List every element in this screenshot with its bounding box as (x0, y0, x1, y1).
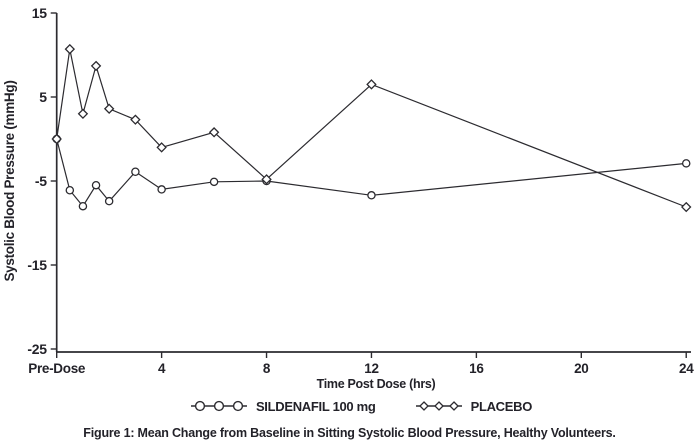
y-tick-label: -25 (27, 341, 47, 357)
x-tick-label: 8 (263, 361, 271, 376)
y-tick-label: 5 (39, 89, 47, 105)
data-point-circle (157, 185, 166, 194)
data-point-diamond (51, 133, 62, 145)
data-point-diamond (156, 142, 167, 153)
y-tick-label: -5 (35, 173, 47, 189)
legend-label-placebo: PLACEBO (470, 398, 533, 414)
placebo-diamond-marker-icon (415, 401, 462, 411)
data-point-circle (65, 185, 75, 195)
sildenafil-circle-marker-icon (190, 400, 247, 412)
bp-line-chart: 15 5 -5 -15 -25 Pre-Dose 4 8 12 16 20 24 Systolic B… (2, 5, 695, 391)
data-point-diamond (103, 103, 115, 114)
data-point-diamond (77, 108, 89, 120)
data-point-diamond (681, 201, 692, 213)
x-tick-label: Pre-Dose (28, 361, 86, 376)
y-tick-label: -15 (27, 257, 47, 273)
data-point-circle (681, 159, 691, 168)
legend-item-placebo: PLACEBO (415, 398, 533, 414)
chart-legend: SILDENAFIL 100 mg PLACEBO (12, 393, 699, 419)
x-tick-label: 4 (158, 361, 166, 376)
data-point-circle (131, 167, 140, 177)
legend-label-sildenafil: SILDENAFIL 100 mg (255, 398, 376, 414)
figure-caption: Figure 1: Mean Change from Baseline in S… (83, 426, 616, 440)
x-tick-label: 12 (364, 361, 378, 376)
x-axis-title: Time Post Dose (hrs) (317, 377, 436, 391)
y-tick-label: 15 (32, 5, 47, 21)
x-tick-label: 24 (679, 361, 694, 376)
data-point-circle (104, 196, 114, 206)
data-series (51, 43, 692, 213)
data-point-circle (209, 177, 219, 187)
axes: 15 5 -5 -15 -25 Pre-Dose 4 8 12 16 20 24 (27, 5, 694, 376)
data-point-diamond (366, 79, 377, 90)
data-point-diamond (64, 43, 76, 55)
data-point-diamond (208, 127, 220, 138)
data-point-circle (367, 191, 376, 200)
legend-item-sildenafil: SILDENAFIL 100 mg (190, 398, 376, 414)
data-point-circle (78, 201, 88, 211)
y-axis-title: Systolic Blood Pressure (mmHg) (2, 80, 17, 281)
data-point-diamond (261, 174, 272, 185)
data-point-circle (91, 180, 101, 190)
data-point-diamond (130, 114, 141, 125)
data-point-diamond (90, 60, 102, 72)
x-tick-label: 16 (469, 361, 484, 376)
series-line-placebo (56, 48, 687, 208)
x-tick-label: 20 (574, 361, 588, 376)
